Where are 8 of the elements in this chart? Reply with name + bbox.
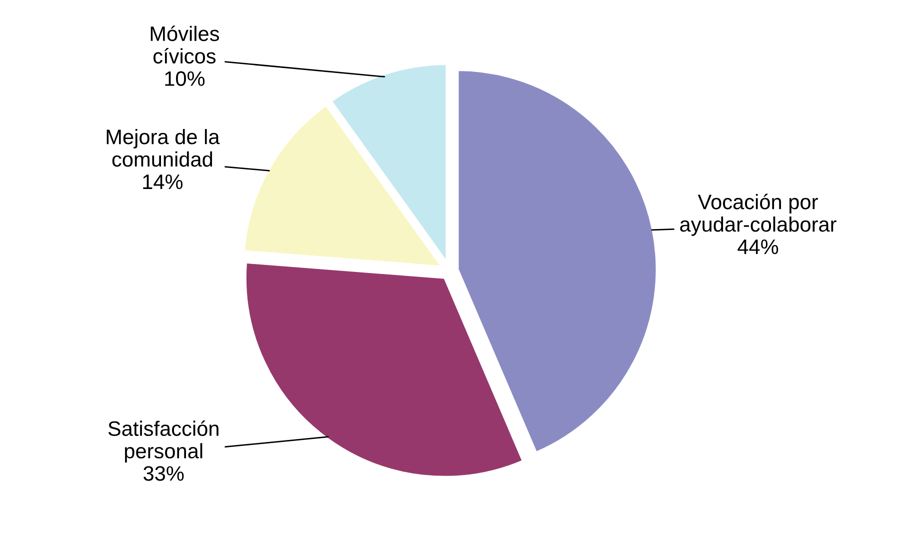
data-label: 33%: [144, 466, 184, 481]
data-label: 10%: [165, 71, 205, 86]
slice-label: Móviles cívicos: [150, 26, 220, 64]
slice-label: Mejora de la comunidad: [106, 128, 220, 167]
slice-label: Satisfacción personal: [108, 420, 218, 463]
data-label: 44%: [738, 240, 778, 254]
slice-label: Vocación por ayudar-colaborar: [680, 194, 836, 236]
data-label: 14%: [143, 174, 183, 190]
